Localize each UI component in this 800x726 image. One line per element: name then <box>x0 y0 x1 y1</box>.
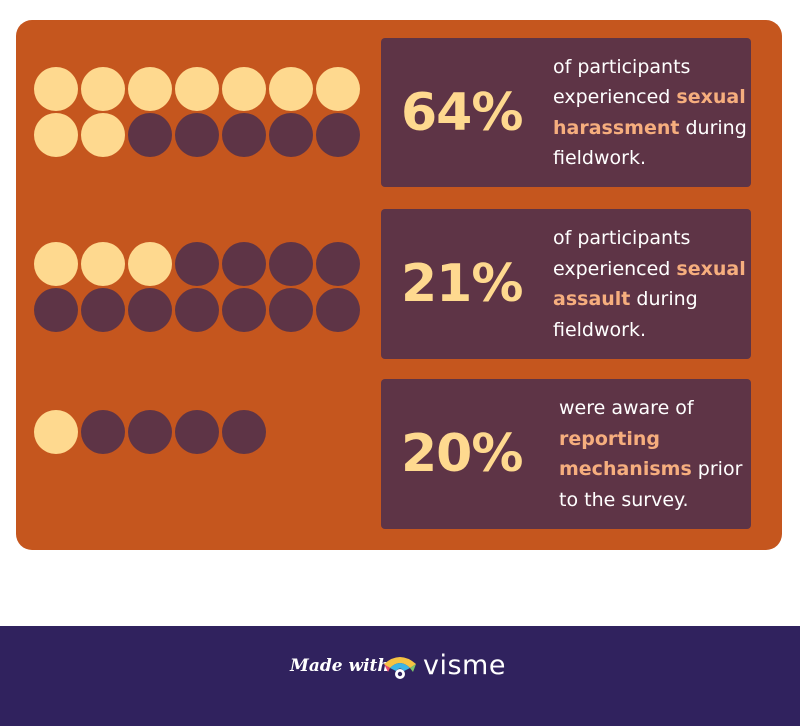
dot-filled <box>81 242 125 286</box>
dot-filled <box>34 410 78 454</box>
dot-filled <box>269 67 313 111</box>
dot-empty <box>34 288 78 332</box>
dot-grid-harassment <box>34 67 360 157</box>
description-text: of participants experienced <box>553 55 691 109</box>
stat-card-assault: 21% of participants experienced sexual a… <box>381 209 751 359</box>
description-text: of participants experienced <box>553 227 691 280</box>
stat-description: of participants experienced sexual assau… <box>553 223 748 345</box>
dot-filled <box>34 67 78 111</box>
visme-logo-icon[interactable] <box>382 652 418 682</box>
dot-empty <box>175 288 219 332</box>
dot-empty <box>316 288 360 332</box>
stat-card-reporting: 20% were aware of reporting mechanisms p… <box>381 379 751 529</box>
dot-empty <box>128 288 172 332</box>
dot-empty <box>269 242 313 286</box>
dot-filled <box>81 67 125 111</box>
dot-filled <box>34 242 78 286</box>
description-text: during fieldwork. <box>553 116 747 170</box>
dot-filled <box>222 67 266 111</box>
highlight-text: sexual assault <box>553 257 746 311</box>
dot-empty <box>175 242 219 286</box>
stat-card-harassment: 64% of participants experienced sexual h… <box>381 38 751 187</box>
description-text: were aware of <box>559 397 694 419</box>
percent-value: 21% <box>401 254 523 314</box>
percent-value: 20% <box>401 424 523 484</box>
description-text: prior to the survey. <box>559 458 743 511</box>
dot-empty <box>269 113 313 157</box>
dot-empty <box>222 113 266 157</box>
dot-grid-reporting <box>34 410 360 454</box>
stat-description: were aware of reporting mechanisms prior… <box>559 393 747 515</box>
dot-empty <box>81 288 125 332</box>
percent-value: 64% <box>401 82 523 143</box>
dot-empty <box>222 410 266 454</box>
made-with-label: Made with <box>290 656 390 676</box>
dot-empty <box>316 242 360 286</box>
dot-empty <box>175 410 219 454</box>
dot-grid-assault <box>34 242 360 332</box>
dot-empty <box>222 288 266 332</box>
dot-filled <box>128 67 172 111</box>
dot-filled <box>34 113 78 157</box>
highlight-text: reporting mechanisms <box>559 427 692 481</box>
dot-filled <box>175 67 219 111</box>
dot-filled <box>81 113 125 157</box>
dot-empty <box>81 410 125 454</box>
visme-brand-name[interactable]: visme <box>423 650 506 681</box>
dot-empty <box>222 242 266 286</box>
highlight-text: sexual harassment <box>553 86 746 139</box>
dot-empty <box>175 113 219 157</box>
description-text: during fieldwork. <box>553 288 698 341</box>
dot-empty <box>128 113 172 157</box>
stat-description: of participants experienced sexual haras… <box>553 52 748 174</box>
dot-empty <box>269 288 313 332</box>
dot-empty <box>316 113 360 157</box>
dot-empty <box>128 410 172 454</box>
dot-filled <box>128 242 172 286</box>
dot-filled <box>316 67 360 111</box>
